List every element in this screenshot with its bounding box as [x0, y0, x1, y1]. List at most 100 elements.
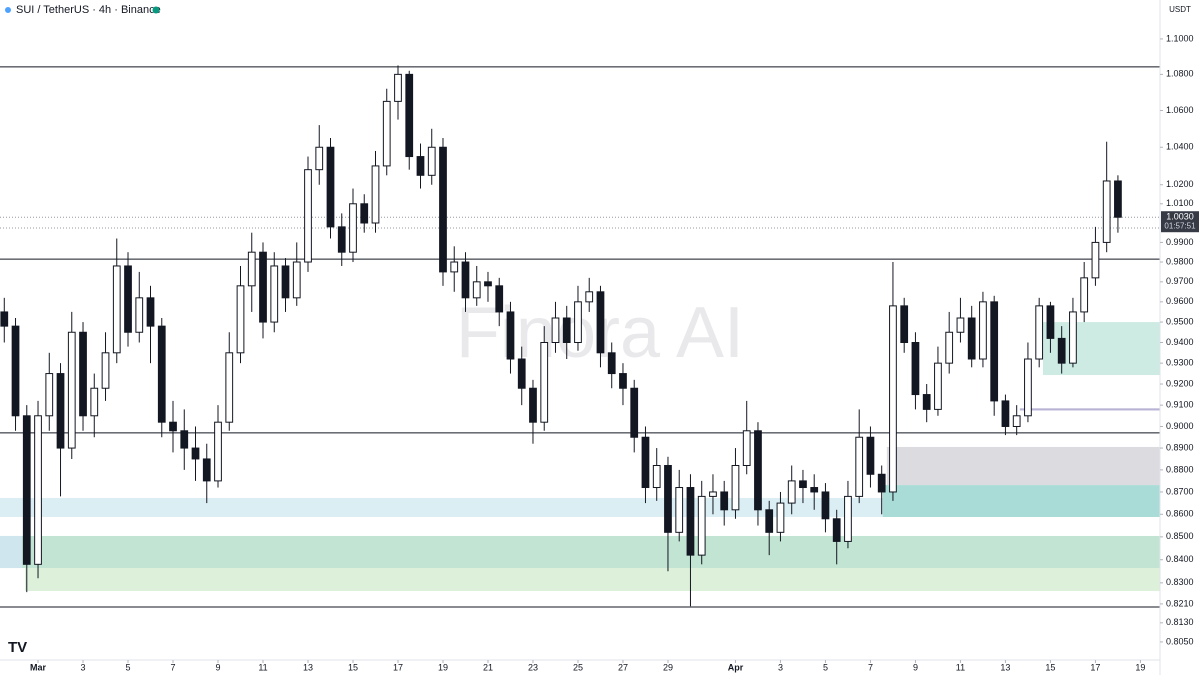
candle-body — [720, 491, 729, 511]
x-tick-label: 9 — [913, 662, 918, 672]
candle-body — [877, 473, 886, 493]
x-tick-label: Apr — [728, 662, 744, 672]
candle-body — [506, 311, 515, 360]
candle-body — [450, 261, 459, 273]
candle-body — [427, 146, 436, 176]
currency-label: USDT — [1169, 5, 1191, 14]
candle-body — [990, 301, 999, 402]
candle-body — [371, 165, 380, 224]
candle-body — [967, 317, 976, 360]
candle-body — [112, 265, 121, 354]
candle-body — [1057, 337, 1066, 364]
candle-body — [34, 415, 42, 565]
candle-body — [1102, 180, 1111, 243]
candle-body — [349, 203, 357, 253]
candle-body — [945, 331, 954, 364]
candle-body — [979, 301, 987, 360]
candle-body — [281, 265, 290, 299]
x-tick-label: 29 — [663, 662, 673, 672]
y-tick-label: 0.9500 — [1166, 316, 1194, 326]
y-tick-label: 0.9600 — [1166, 296, 1194, 306]
candle-body — [934, 362, 942, 410]
candle-body — [585, 291, 594, 303]
y-tick-label: 1.0600 — [1166, 105, 1194, 115]
candle-body — [214, 421, 222, 482]
x-tick-label: 19 — [1135, 662, 1145, 672]
candle-body — [1001, 400, 1010, 427]
candle-body — [1114, 180, 1122, 218]
chart-title: SUI / TetherUS · 4h · Binance — [16, 4, 161, 16]
zone — [1019, 408, 1160, 411]
candle-body — [225, 352, 234, 423]
candle-body — [742, 430, 751, 467]
candle-body — [247, 251, 256, 287]
x-tick-label: 21 — [483, 662, 493, 672]
candle-body — [292, 261, 301, 299]
candle-body — [652, 465, 661, 489]
x-tick-label: 15 — [1045, 662, 1055, 672]
candle-body — [832, 518, 841, 542]
candle-body — [484, 281, 492, 287]
y-tick-label: 0.8050 — [1166, 636, 1194, 646]
candle-body — [1024, 358, 1032, 417]
candle-body — [821, 491, 830, 520]
x-tick-label: 13 — [1000, 662, 1010, 672]
candle-body — [844, 495, 852, 542]
y-tick-label: 0.8130 — [1166, 617, 1194, 627]
candle-body — [686, 487, 695, 556]
x-tick-label: 3 — [778, 662, 783, 672]
zone — [24, 568, 1160, 592]
x-tick-label: 5 — [126, 662, 131, 672]
candle-body — [382, 100, 391, 167]
candle-body — [889, 305, 897, 493]
candle-body — [405, 73, 414, 158]
candle-body — [360, 203, 369, 224]
candle-body — [439, 146, 447, 273]
y-tick-label: 0.9200 — [1166, 378, 1194, 388]
candle-body — [180, 430, 189, 449]
candle-body — [56, 373, 65, 449]
candle-body — [101, 352, 110, 389]
y-tick-label: 0.8900 — [1166, 442, 1194, 452]
candle-body — [11, 325, 20, 417]
candle-body — [45, 373, 54, 417]
x-tick-label: 25 — [573, 662, 583, 672]
y-tick-label: 0.9100 — [1166, 400, 1194, 410]
candle-body — [900, 305, 909, 344]
x-tick-label: 19 — [438, 662, 448, 672]
x-tick-label: 27 — [618, 662, 628, 672]
x-tick-label: 7 — [171, 662, 176, 672]
tv-logo: TV — [8, 639, 27, 656]
candle-body — [787, 480, 796, 504]
zone — [886, 446, 1160, 486]
axes: 1.1000 1.0800 1.0600 1.0400 1.0200 1.0100 0.99… — [30, 33, 1199, 672]
candle-body — [776, 502, 785, 533]
x-tick-label: 9 — [215, 662, 220, 672]
x-tick-label: 17 — [393, 662, 403, 672]
x-tick-label: 23 — [528, 662, 538, 672]
candle-body — [922, 394, 931, 410]
candle-body — [596, 291, 605, 354]
x-tick-label: 11 — [956, 662, 965, 672]
candle-body — [731, 465, 740, 511]
y-tick-label: 0.8700 — [1166, 486, 1194, 496]
candle-body — [270, 265, 279, 323]
candle-body — [551, 317, 560, 344]
candle-body — [630, 387, 639, 438]
candle-body — [472, 281, 481, 299]
candle-body — [22, 415, 31, 565]
x-tick-label: 3 — [81, 662, 86, 672]
candle-body — [810, 487, 819, 493]
candle-body — [157, 325, 166, 423]
candle-body — [855, 436, 864, 497]
y-tick-label: 1.0200 — [1166, 179, 1194, 189]
candle-body — [911, 342, 920, 396]
candle-body — [697, 495, 706, 556]
candle-body — [540, 342, 549, 423]
candle-body — [1012, 415, 1021, 427]
candle-body — [562, 317, 571, 344]
candle-body — [754, 430, 762, 511]
y-tick-label: 1.0800 — [1166, 69, 1194, 79]
x-tick-label: 7 — [868, 662, 873, 672]
candle-body — [529, 387, 537, 423]
